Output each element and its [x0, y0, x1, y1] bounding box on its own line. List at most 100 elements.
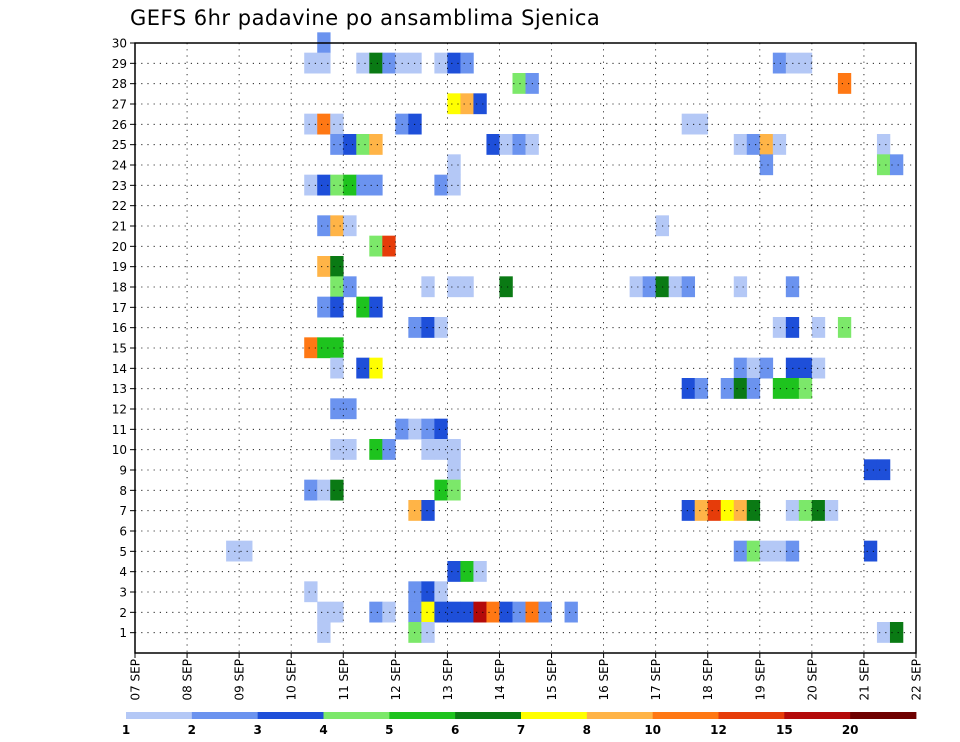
precip-cell — [343, 398, 357, 420]
x-tick-label: 22 SEP — [910, 659, 924, 701]
precip-cell — [733, 500, 748, 521]
precip-cell — [317, 601, 331, 623]
precip-cell — [642, 276, 656, 298]
x-tick-label: 08 SEP — [181, 659, 195, 701]
precip-cell — [447, 561, 461, 582]
precip-cell — [382, 235, 396, 257]
precip-cell — [317, 296, 331, 318]
precip-cell — [733, 357, 748, 379]
y-tick-label: 23 — [112, 179, 127, 193]
precip-cell — [382, 439, 396, 460]
x-tick-label: 10 SEP — [285, 659, 299, 701]
precip-cell — [447, 459, 461, 481]
y-tick-label: 22 — [112, 199, 127, 213]
colorbar-segment — [323, 712, 390, 719]
precip-cell — [343, 276, 357, 298]
x-tick-label: 15 SEP — [545, 659, 559, 701]
precip-cell — [473, 561, 487, 582]
x-tick-label: 07 SEP — [129, 659, 143, 701]
precip-cell — [720, 378, 735, 399]
x-tick-label: 09 SEP — [233, 659, 247, 701]
y-tick-label: 24 — [112, 159, 127, 173]
colorbar-label: 1 — [122, 723, 130, 737]
precip-cell — [759, 357, 774, 379]
precip-cell — [330, 134, 344, 155]
y-tick-label: 9 — [119, 464, 127, 478]
x-tick-label: 19 SEP — [753, 659, 767, 701]
precip-cell — [226, 540, 240, 562]
colorbar-segment — [652, 712, 719, 719]
precip-cell — [681, 276, 696, 298]
colorbar: 1 2 3 4 5 6 7 8 10 12 15 20 — [122, 712, 917, 737]
colorbar-segment — [521, 712, 588, 719]
precip-cell — [317, 215, 331, 237]
precip-cell — [460, 561, 474, 582]
precip-cell — [421, 317, 435, 338]
y-tick-label: 27 — [112, 98, 127, 112]
y-tick-label: 28 — [112, 77, 127, 91]
x-tick-label: 17 SEP — [649, 659, 663, 701]
precip-cell — [421, 439, 435, 460]
colorbar-segment — [389, 712, 456, 719]
x-tick-label: 20 SEP — [805, 659, 819, 701]
precip-cell — [317, 337, 331, 359]
x-tick-label: 16 SEP — [597, 659, 611, 701]
precip-cell — [356, 52, 370, 74]
precip-cell — [876, 459, 891, 481]
y-tick-label: 3 — [119, 586, 127, 600]
precip-cell — [694, 113, 709, 135]
precip-cell — [460, 601, 474, 623]
y-tick-label: 8 — [119, 484, 127, 498]
precip-cell — [460, 276, 474, 298]
y-tick-label: 4 — [119, 565, 127, 579]
precip-cell — [330, 337, 344, 359]
precip-cell — [824, 500, 839, 521]
precip-cell — [772, 317, 787, 338]
precip-cell — [239, 540, 253, 562]
precip-cell — [733, 276, 748, 298]
precip-cell — [512, 134, 526, 155]
y-tick-label: 6 — [119, 525, 127, 539]
precip-cell — [746, 378, 761, 399]
precip-cell — [382, 52, 396, 74]
colorbar-label: 10 — [644, 723, 661, 737]
precip-cell — [369, 134, 383, 155]
x-tick-label: 18 SEP — [701, 659, 715, 701]
precip-cell — [889, 622, 904, 643]
precip-cell — [421, 500, 435, 521]
colorbar-label: 20 — [842, 723, 859, 737]
precip-cell — [317, 256, 331, 277]
precip-cell — [447, 601, 461, 623]
precip-cell — [356, 174, 370, 196]
y-tick-label: 18 — [112, 281, 127, 295]
precip-cell — [343, 439, 357, 460]
precip-cell — [369, 357, 383, 379]
precip-cell — [499, 276, 513, 298]
precip-cell — [499, 601, 513, 623]
y-tick-label: 21 — [112, 220, 127, 234]
precip-cell — [512, 73, 526, 94]
precip-cell — [486, 134, 500, 155]
precip-cell — [434, 439, 448, 460]
y-tick-label: 12 — [112, 403, 127, 417]
precip-cell — [447, 439, 461, 460]
precip-cell — [499, 134, 513, 155]
precip-cell — [720, 500, 735, 521]
precip-cell — [317, 174, 331, 196]
precip-cell — [330, 398, 344, 420]
precip-cell — [330, 256, 344, 277]
precip-cell — [343, 134, 357, 155]
precip-cell — [460, 52, 474, 74]
precip-cell — [473, 93, 487, 115]
precip-cell — [876, 622, 891, 643]
precip-cell — [434, 317, 448, 338]
colorbar-segment — [718, 712, 785, 719]
precip-cell — [486, 601, 500, 623]
x-tick-label: 21 SEP — [857, 659, 871, 701]
y-axis: 1234567891011121314151617181920212223242… — [112, 37, 135, 640]
precip-cell — [330, 296, 344, 318]
precip-cell — [746, 134, 761, 155]
precip-cell — [434, 174, 448, 196]
precip-cell — [421, 622, 435, 643]
